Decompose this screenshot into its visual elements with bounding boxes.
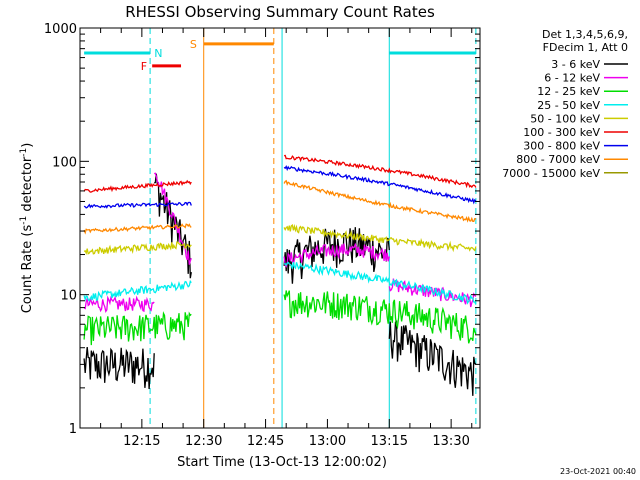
legend-header-line-2: FDecim 1, Att 0 xyxy=(543,41,628,54)
y-axis-label: Count Rate (s-1 detector-1) xyxy=(19,143,35,314)
y-tick-label: 1000 xyxy=(44,22,77,37)
series-line xyxy=(283,242,390,269)
y-axis-label-mid: detector xyxy=(20,156,35,216)
x-tick-label: 13:15 xyxy=(371,434,408,449)
flag-label: S xyxy=(190,38,197,51)
x-axis: 12:15 12:30 12:45 13:00 13:15 13:30 xyxy=(79,28,473,449)
legend-label: 12 - 25 keV xyxy=(537,85,600,98)
legend-header-line-1: Det 1,3,4,5,6,9, xyxy=(542,28,628,41)
legend-label: 7000 - 15000 keV xyxy=(502,167,600,180)
flag-label: F xyxy=(141,60,147,73)
x-tick-label: 12:45 xyxy=(247,434,284,449)
series-line xyxy=(283,179,476,223)
series-line xyxy=(83,279,192,302)
series-line xyxy=(283,164,477,205)
state-flags: NF S xyxy=(84,38,476,73)
footer-timestamp: 23-Oct-2021 00:40 xyxy=(560,467,636,476)
series-line xyxy=(83,223,192,235)
legend-label: 50 - 100 keV xyxy=(530,112,600,125)
x-tick-label: 13:30 xyxy=(432,434,469,449)
series-line xyxy=(283,227,390,284)
x-axis-label: Start Time (13-Oct-13 12:00:02) xyxy=(177,455,387,470)
series-line xyxy=(284,154,477,189)
series-line xyxy=(154,173,192,279)
y-axis-label-end: ) xyxy=(20,143,35,148)
x-tick-label: 13:00 xyxy=(309,434,346,449)
series-line xyxy=(83,179,192,193)
legend-label: 300 - 800 keV xyxy=(523,140,600,153)
legend: Det 1,3,4,5,6,9, FDecim 1, Att 0 3 - 6 k… xyxy=(502,28,628,180)
x-tick-label: 12:15 xyxy=(123,434,160,449)
y-axis: 1 10 100 1000 xyxy=(44,22,480,437)
legend-label: 6 - 12 keV xyxy=(544,72,600,85)
y-axis-label-sup1: -1 xyxy=(19,216,29,225)
legend-label: 100 - 300 keV xyxy=(523,126,600,139)
chart-title: RHESSI Observing Summary Count Rates xyxy=(125,3,435,21)
y-tick-label: 10 xyxy=(60,289,77,304)
x-tick-label: 12:30 xyxy=(185,434,222,449)
y-axis-label-main: Count Rate (s xyxy=(20,225,35,314)
series-line xyxy=(83,347,155,390)
legend-label: 3 - 6 keV xyxy=(551,58,600,71)
flag-label: N xyxy=(154,47,162,60)
series-line xyxy=(283,290,477,344)
series-line xyxy=(83,311,192,346)
series-line xyxy=(83,295,155,314)
plot-frame xyxy=(79,27,481,429)
y-tick-label: 100 xyxy=(52,155,77,170)
series-line xyxy=(283,261,477,305)
series-line xyxy=(283,223,477,253)
y-axis-label-sup2: -1 xyxy=(19,148,29,157)
legend-label: 25 - 50 keV xyxy=(537,99,600,112)
series-line xyxy=(388,320,477,396)
series-line xyxy=(83,201,192,209)
y-tick-label: 1 xyxy=(69,422,77,437)
series-line xyxy=(83,241,192,255)
legend-label: 800 - 7000 keV xyxy=(516,153,600,166)
series-lines xyxy=(83,154,477,396)
